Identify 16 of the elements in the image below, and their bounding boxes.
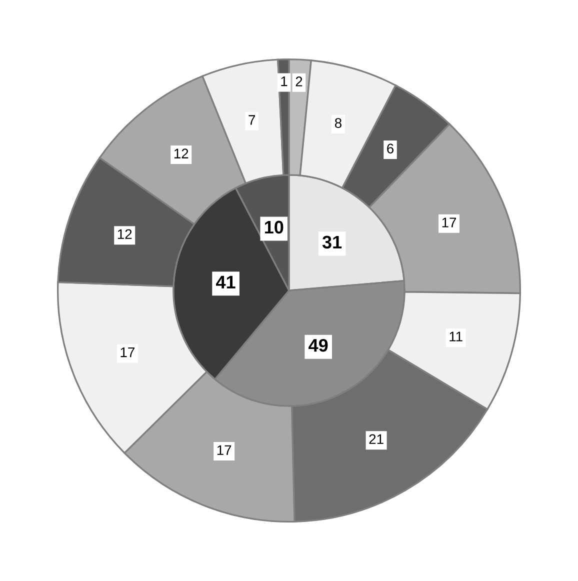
data-label: 41 [216,276,236,288]
data-label: 7 [248,115,256,125]
data-label: 11 [450,332,462,342]
data-label: 1 [281,76,288,86]
data-label: 12 [174,148,188,158]
data-label: 6 [387,144,394,154]
data-label: 17 [120,348,134,358]
data-label: 2 [296,76,302,86]
data-label: 8 [334,118,342,128]
data-label: 21 [369,434,384,444]
data-label: 10 [264,220,284,234]
data-label: 17 [217,445,232,455]
data-label: 31 [322,236,342,249]
data-label: 12 [118,229,132,239]
data-label: 49 [308,338,328,352]
data-label: 17 [442,218,456,228]
